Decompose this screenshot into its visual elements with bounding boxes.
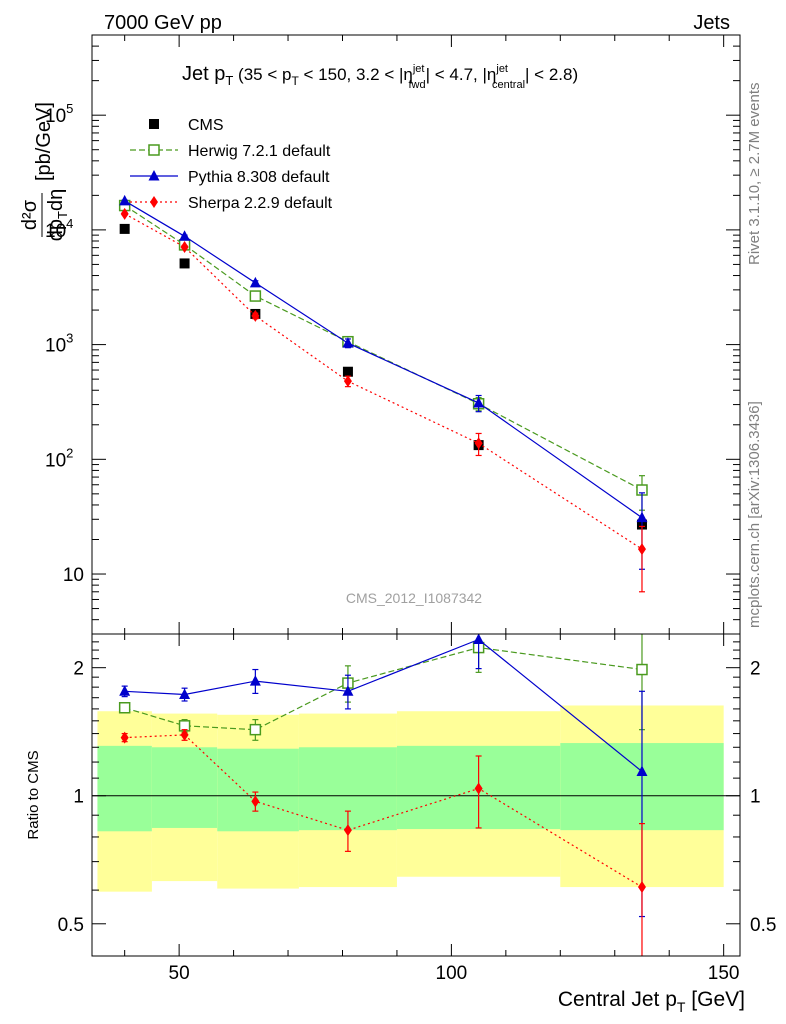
chart-title: Jet pT (35 < pT < 150, 3.2 < |ηjet fwd| <… — [182, 63, 578, 91]
main-y-tick-label: 103 — [45, 331, 73, 357]
ratio-pythia-point — [249, 675, 261, 686]
main-sherpa-point — [474, 437, 483, 450]
ratio-frame — [91, 633, 741, 957]
svg-text:dpTdη: dpTdη — [45, 189, 70, 241]
main-pythia-point — [119, 194, 131, 206]
axes-layer: 50 100 150 10 102 103 104 105 0.5 0.5 1 1 2 2 — [45, 34, 776, 984]
mcplots-reference: mcplots.cern.ch [arXiv:1306.3436] — [746, 401, 763, 628]
legend-marker — [148, 144, 160, 156]
main-sherpa-point — [637, 543, 646, 556]
ratio-inner-band — [151, 747, 218, 828]
main-cms-point — [342, 366, 353, 377]
main-y-axis-label: d²σ dpTdη [pb/GeV] — [19, 102, 70, 241]
ratio-sherpa-point — [120, 731, 129, 744]
x-tick-label: 50 — [169, 963, 190, 984]
main-herwig-point — [249, 290, 262, 302]
ratio-sherpa-point — [180, 728, 189, 741]
ratio-data-layer — [92, 634, 740, 956]
ratio-y-tick-label-right: 0.5 — [750, 915, 776, 936]
legend-label: Pythia 8.308 default — [188, 169, 330, 186]
ratio-herwig-point — [636, 663, 648, 676]
ratio-herwig-point — [249, 723, 262, 736]
legend-label: CMS — [188, 117, 224, 134]
legend: CMS Herwig 7.2.1 default Pythia 8.308 defa… — [130, 117, 333, 212]
legend-label: Herwig 7.2.1 default — [188, 143, 331, 160]
ratio-herwig-line — [124, 646, 643, 731]
legend-label: Sherpa 2.2.9 default — [188, 195, 333, 212]
ratio-uncertainty-bands — [97, 705, 724, 892]
main-pythia-point — [342, 337, 354, 348]
ratio-sherpa-point — [474, 782, 483, 795]
main-pythia-point — [249, 276, 261, 288]
ratio-herwig-point — [118, 702, 131, 714]
legend-marker — [149, 119, 159, 129]
svg-text:d²σ: d²σ — [19, 199, 41, 230]
ratio-y-tick-label-right: 2 — [750, 659, 761, 680]
main-cms-point — [179, 258, 190, 269]
legend-marker — [148, 170, 160, 181]
main-y-tick-label: 10 — [63, 565, 84, 586]
main-cms-point — [119, 223, 130, 234]
ratio-inner-band — [97, 745, 152, 832]
x-tick-label: 100 — [436, 963, 468, 984]
main-sherpa-point — [120, 207, 129, 220]
ratio-pythia-point — [342, 685, 354, 696]
process-label: Jets — [693, 12, 730, 34]
ratio-y-tick-label-left: 1 — [73, 787, 84, 808]
main-pythia-point — [179, 230, 191, 241]
ratio-sherpa-point — [637, 881, 646, 894]
main-sherpa-point — [180, 240, 189, 253]
main-data-layer — [118, 194, 648, 593]
main-y-tick-label: 105 — [45, 101, 73, 127]
main-y-tick-label: 102 — [45, 445, 73, 471]
x-tick-label: 150 — [708, 963, 740, 984]
ratio-inner-band — [217, 748, 299, 832]
main-sherpa-line — [124, 213, 643, 550]
ratio-y-tick-label-right: 1 — [750, 787, 761, 808]
ratio-pythia-point — [473, 634, 485, 644]
legend-marker — [150, 196, 158, 208]
ratio-sherpa-point — [343, 824, 352, 837]
x-axis-label: Central Jet pT [GeV] — [558, 988, 745, 1015]
ratio-y-tick-label-left: 2 — [73, 659, 84, 680]
rivet-version-label: Rivet 3.1.10, ≥ 2.7M events — [746, 83, 763, 266]
main-pythia-point — [636, 511, 648, 523]
analysis-label: CMS_2012_I1087342 — [346, 590, 482, 606]
svg-text:[pb/GeV]: [pb/GeV] — [33, 102, 55, 181]
main-pythia-line — [124, 200, 643, 519]
ratio-y-tick-label-left: 0.5 — [58, 915, 84, 936]
ratio-sherpa-point — [251, 795, 260, 808]
main-sherpa-point — [343, 375, 352, 388]
ratio-pythia-point — [636, 765, 648, 777]
ratio-y-axis-label: Ratio to CMS — [25, 750, 42, 839]
main-pythia-point — [473, 396, 485, 408]
main-herwig-line — [124, 204, 643, 491]
ratio-sherpa-line — [124, 734, 643, 888]
ratio-pythia-line — [124, 638, 643, 772]
ratio-pythia-point — [119, 685, 131, 696]
main-sherpa-point — [251, 309, 260, 322]
ratio-pythia-point — [179, 688, 191, 699]
energy-label: 7000 GeV pp — [104, 12, 222, 34]
main-y-tick-label: 104 — [45, 216, 73, 242]
